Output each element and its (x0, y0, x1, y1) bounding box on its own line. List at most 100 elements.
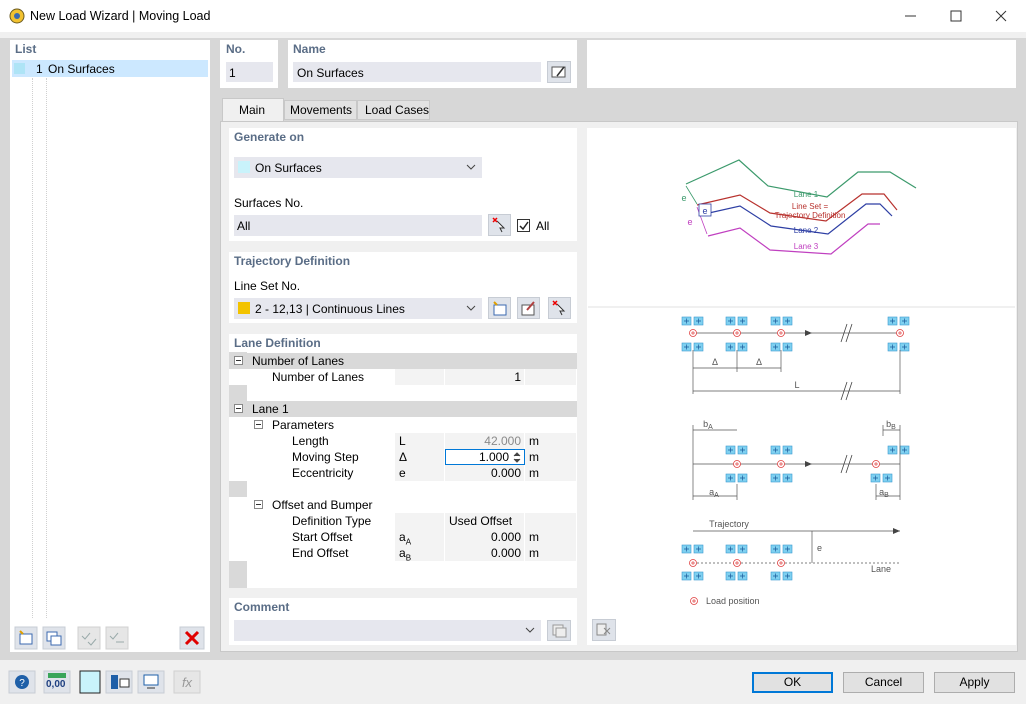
pick-line-set-button[interactable] (548, 297, 571, 319)
all-checkbox[interactable] (517, 219, 530, 232)
section-title: Trajectory Definition (234, 254, 351, 268)
cell-bg (395, 545, 444, 561)
load-plus (874, 462, 878, 466)
property-value: 1.000 (478, 450, 509, 464)
generate-value: On Surfaces (255, 161, 322, 175)
property-label: Definition Type (292, 514, 372, 528)
tab-label: Movements (290, 103, 353, 117)
no-value: 1 (229, 66, 236, 80)
expander-minus (256, 504, 261, 505)
spin-arrows[interactable] (513, 451, 521, 463)
spin-box[interactable] (445, 449, 525, 465)
expander[interactable] (254, 420, 263, 429)
label-base: a (879, 487, 884, 497)
break-mark (840, 381, 853, 401)
wheel-plus (773, 344, 778, 350)
expander[interactable] (234, 404, 243, 413)
spacer (0, 32, 1026, 38)
diagram-label: aB (879, 487, 889, 499)
no-input[interactable] (226, 62, 273, 82)
property-label: Length (292, 434, 329, 448)
group-header: Parameters (229, 417, 577, 433)
diagram-label: Lane 3 (794, 242, 819, 251)
cell-bg (395, 465, 444, 481)
wheel-plus (728, 447, 733, 453)
wheel-plus (785, 475, 790, 481)
comment-dropdown[interactable] (234, 620, 541, 641)
surfaces-label: Surfaces No. (234, 196, 304, 210)
tab-main[interactable] (222, 98, 284, 122)
apply-button[interactable]: Apply (934, 672, 1015, 693)
cell-bg (445, 545, 524, 561)
cell-bg (395, 433, 444, 449)
diagram-label: bB (886, 419, 896, 431)
property-row: Eccentricity e 0.000 m (229, 465, 577, 481)
e-box (698, 203, 712, 217)
wheel-plus (740, 573, 745, 579)
list-item[interactable] (12, 60, 208, 77)
wheel-plus (773, 546, 778, 552)
property-label: Moving Step (292, 450, 359, 464)
line-set-dropdown[interactable] (234, 298, 482, 319)
new-line-set-button[interactable] (488, 297, 511, 319)
section-title: Lane Definition (234, 336, 321, 350)
wheel-plus (902, 447, 907, 453)
wheel-plus (873, 475, 878, 481)
pick-button[interactable] (488, 214, 511, 236)
wheel-plus (740, 546, 745, 552)
comment-button[interactable] (547, 620, 571, 641)
ok-button[interactable]: OK (752, 672, 833, 693)
label-base: a (709, 487, 714, 497)
generate-dropdown[interactable] (234, 157, 482, 178)
lane-2 (699, 203, 893, 235)
wheel-plus (773, 475, 778, 481)
load-plus (691, 561, 695, 565)
tab-movements[interactable] (284, 100, 357, 120)
edit-line-set-button[interactable] (517, 297, 540, 319)
cell-bg (395, 513, 444, 529)
symbol-subscript: B (405, 553, 412, 563)
expander[interactable] (234, 356, 243, 365)
wheel-plus (890, 344, 895, 350)
surfaces-input[interactable] (234, 215, 482, 236)
expander-minus (256, 424, 261, 425)
edit-name-button[interactable] (547, 61, 571, 83)
property-value: 0.000 (490, 530, 521, 544)
info-panel (587, 40, 1016, 88)
diagram-label: Lane 2 (794, 226, 819, 235)
cell-bg (525, 513, 576, 529)
wheel-plus (740, 318, 745, 324)
window-controls[interactable] (900, 8, 1020, 24)
label-base: b (703, 419, 708, 429)
load-plus (779, 462, 783, 466)
label-base: b (886, 419, 891, 429)
cell-bg (395, 449, 444, 465)
diagram-label: e (702, 206, 707, 216)
cancel-button[interactable]: Cancel (843, 672, 924, 693)
cell-bg (525, 369, 576, 385)
diagram-button[interactable] (592, 619, 616, 641)
wheel-plus (740, 447, 745, 453)
property-value: 0.000 (490, 546, 521, 560)
break-mark (840, 454, 853, 474)
diagram-label: Line Set = (792, 202, 829, 211)
load-plus (735, 561, 739, 565)
property-value: 1 (514, 370, 521, 384)
diagram-label: e (681, 193, 686, 203)
tab-load-cases[interactable] (357, 100, 430, 120)
name-input[interactable] (293, 62, 541, 82)
e-dim (685, 185, 698, 205)
title-bar (0, 0, 1026, 32)
expander[interactable] (254, 500, 263, 509)
load-plus (779, 561, 783, 565)
label-subscript: A (708, 424, 713, 431)
wheel-plus (785, 546, 790, 552)
footer-toolbar[interactable]: ? fx (8, 670, 203, 694)
wheel-plus (773, 573, 778, 579)
wheel-plus (696, 573, 701, 579)
property-symbol: aA (399, 530, 412, 547)
wheel-plus (785, 573, 790, 579)
wheel-plus (785, 447, 790, 453)
list-toolbar[interactable] (14, 626, 209, 650)
